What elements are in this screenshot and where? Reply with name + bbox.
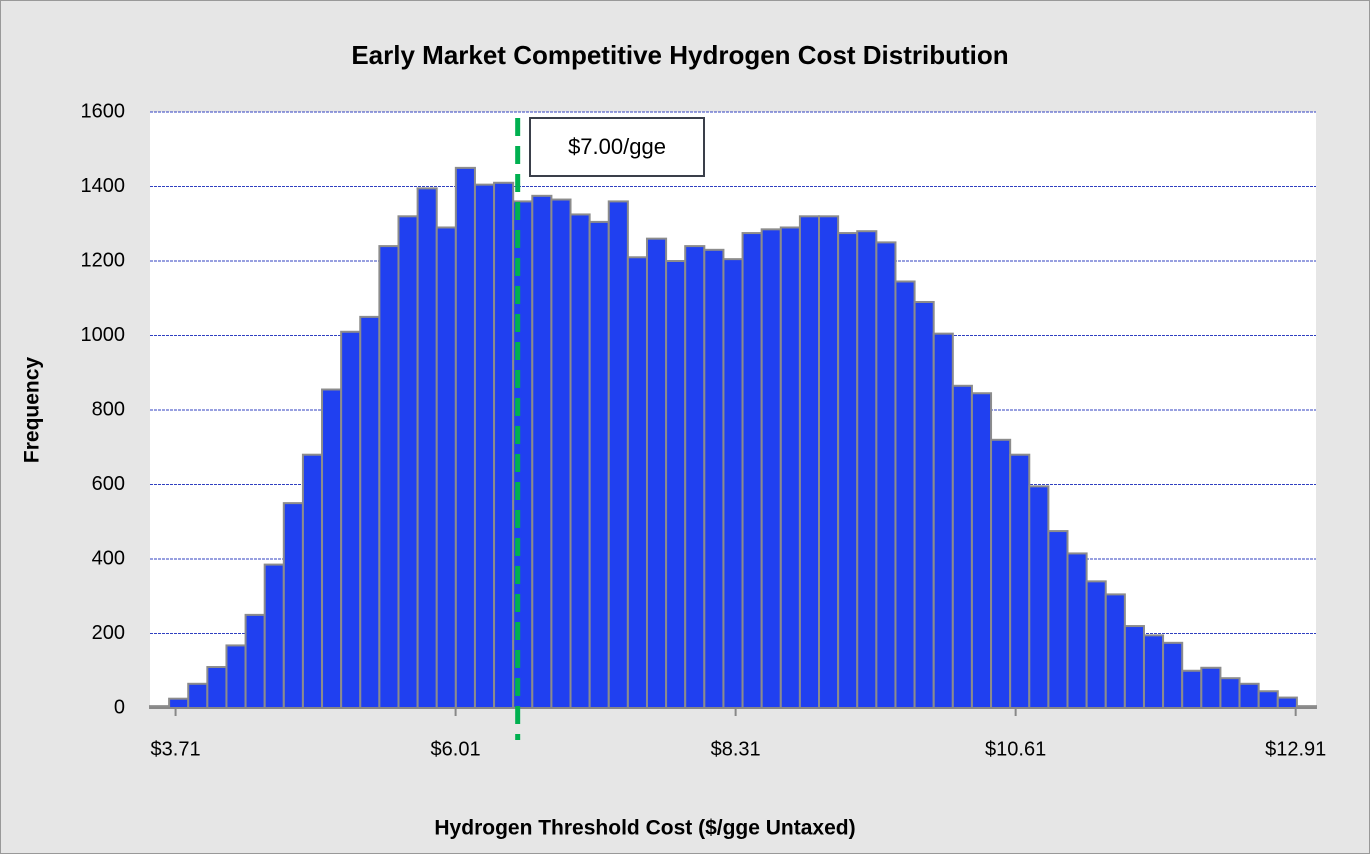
bar bbox=[856, 230, 878, 709]
bar bbox=[703, 248, 725, 709]
bar bbox=[1066, 552, 1088, 709]
bar bbox=[263, 563, 285, 710]
bar bbox=[569, 213, 591, 709]
bar bbox=[435, 226, 457, 709]
bar bbox=[665, 260, 687, 709]
bar bbox=[187, 682, 209, 709]
bar bbox=[875, 241, 897, 709]
x-tick-label: $3.71 bbox=[151, 738, 201, 760]
bar bbox=[493, 181, 515, 709]
bar bbox=[970, 392, 993, 709]
bar bbox=[951, 384, 973, 709]
bar bbox=[837, 232, 859, 709]
bar bbox=[1181, 669, 1203, 709]
bar bbox=[206, 666, 228, 710]
bar bbox=[990, 438, 1012, 709]
x-tick-label: $12.91 bbox=[1265, 738, 1326, 760]
bar bbox=[282, 502, 304, 709]
x-axis-label: Hydrogen Threshold Cost ($/gge Untaxed) bbox=[434, 817, 855, 840]
bar bbox=[1200, 666, 1222, 710]
y-tick-label: 1000 bbox=[81, 324, 126, 346]
bar bbox=[1276, 696, 1298, 710]
x-tick-label: $6.01 bbox=[431, 738, 481, 760]
bar bbox=[894, 280, 916, 709]
bar bbox=[932, 332, 954, 709]
bar bbox=[378, 245, 400, 709]
bar bbox=[397, 215, 419, 710]
bar bbox=[760, 228, 782, 709]
bar bbox=[168, 697, 190, 709]
bar bbox=[645, 237, 668, 709]
bar bbox=[244, 613, 266, 709]
bar bbox=[321, 388, 343, 709]
y-tick-label: 0 bbox=[114, 696, 125, 718]
bar bbox=[588, 220, 610, 709]
chart-title: Early Market Competitive Hydrogen Cost D… bbox=[351, 40, 1008, 70]
annotation-box bbox=[529, 117, 705, 177]
y-tick-label: 1600 bbox=[81, 100, 126, 122]
bar bbox=[454, 166, 476, 709]
bar bbox=[818, 215, 840, 710]
y-tick-label: 400 bbox=[92, 547, 125, 569]
bar bbox=[359, 315, 381, 709]
bar bbox=[301, 453, 324, 710]
bar bbox=[416, 187, 438, 710]
y-axis-label: Frequency bbox=[21, 357, 44, 464]
bar bbox=[1219, 677, 1241, 710]
bar bbox=[1028, 485, 1050, 709]
bar bbox=[473, 183, 496, 709]
bar bbox=[798, 215, 821, 710]
bar bbox=[1047, 530, 1069, 709]
bar bbox=[607, 200, 629, 709]
bar bbox=[684, 245, 706, 709]
bar bbox=[1009, 453, 1031, 710]
bar bbox=[340, 330, 362, 709]
bar bbox=[626, 256, 648, 709]
x-tick-label: $10.61 bbox=[985, 738, 1046, 760]
bar bbox=[531, 194, 553, 709]
bar bbox=[550, 198, 572, 709]
bar bbox=[913, 300, 935, 709]
bar bbox=[1123, 625, 1145, 709]
bar bbox=[1238, 682, 1260, 709]
y-tick-label: 800 bbox=[92, 398, 125, 420]
bar bbox=[1142, 634, 1165, 709]
bar bbox=[225, 644, 247, 709]
bar bbox=[1257, 690, 1279, 709]
bar bbox=[779, 226, 801, 709]
bar bbox=[741, 232, 763, 709]
y-tick-label: 1200 bbox=[81, 249, 126, 271]
x-tick-label: $8.31 bbox=[711, 738, 761, 760]
bar bbox=[1162, 641, 1184, 709]
bar bbox=[1104, 593, 1126, 710]
y-tick-label: 1400 bbox=[81, 175, 126, 197]
bar bbox=[1085, 580, 1107, 709]
bar bbox=[722, 258, 744, 709]
y-tick-label: 200 bbox=[92, 622, 125, 644]
y-tick-label: 600 bbox=[92, 473, 125, 495]
annotation-text: $7.00/gge bbox=[568, 134, 666, 159]
